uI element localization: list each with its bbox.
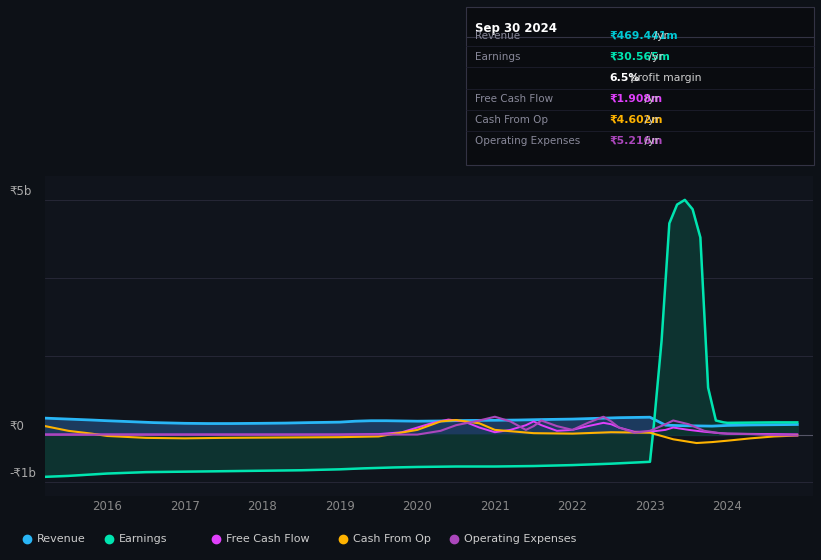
- Text: Operating Expenses: Operating Expenses: [475, 136, 580, 146]
- Text: /yr: /yr: [641, 136, 658, 146]
- Text: Cash From Op: Cash From Op: [353, 534, 431, 544]
- Text: ₹30.565m: ₹30.565m: [609, 52, 670, 62]
- Text: Earnings: Earnings: [475, 52, 521, 62]
- Text: /yr: /yr: [641, 94, 658, 104]
- Text: ₹5.216m: ₹5.216m: [609, 136, 663, 146]
- Text: /yr: /yr: [641, 115, 658, 125]
- Text: /yr: /yr: [650, 31, 667, 41]
- Text: ₹469.441m: ₹469.441m: [609, 31, 678, 41]
- Text: ₹1.908m: ₹1.908m: [609, 94, 663, 104]
- Text: Free Cash Flow: Free Cash Flow: [226, 534, 310, 544]
- Text: Earnings: Earnings: [119, 534, 167, 544]
- Text: ₹4.602m: ₹4.602m: [609, 115, 663, 125]
- Text: Cash From Op: Cash From Op: [475, 115, 548, 125]
- Text: -₹1b: -₹1b: [10, 467, 37, 480]
- Text: profit margin: profit margin: [627, 73, 702, 83]
- Text: ₹5b: ₹5b: [10, 185, 32, 198]
- Text: Revenue: Revenue: [37, 534, 85, 544]
- Text: /yr: /yr: [645, 52, 663, 62]
- Text: 6.5%: 6.5%: [609, 73, 640, 83]
- Text: Operating Expenses: Operating Expenses: [464, 534, 576, 544]
- Text: Free Cash Flow: Free Cash Flow: [475, 94, 553, 104]
- Text: ₹0: ₹0: [10, 420, 25, 433]
- Text: Revenue: Revenue: [475, 31, 521, 41]
- Text: Sep 30 2024: Sep 30 2024: [475, 22, 557, 35]
